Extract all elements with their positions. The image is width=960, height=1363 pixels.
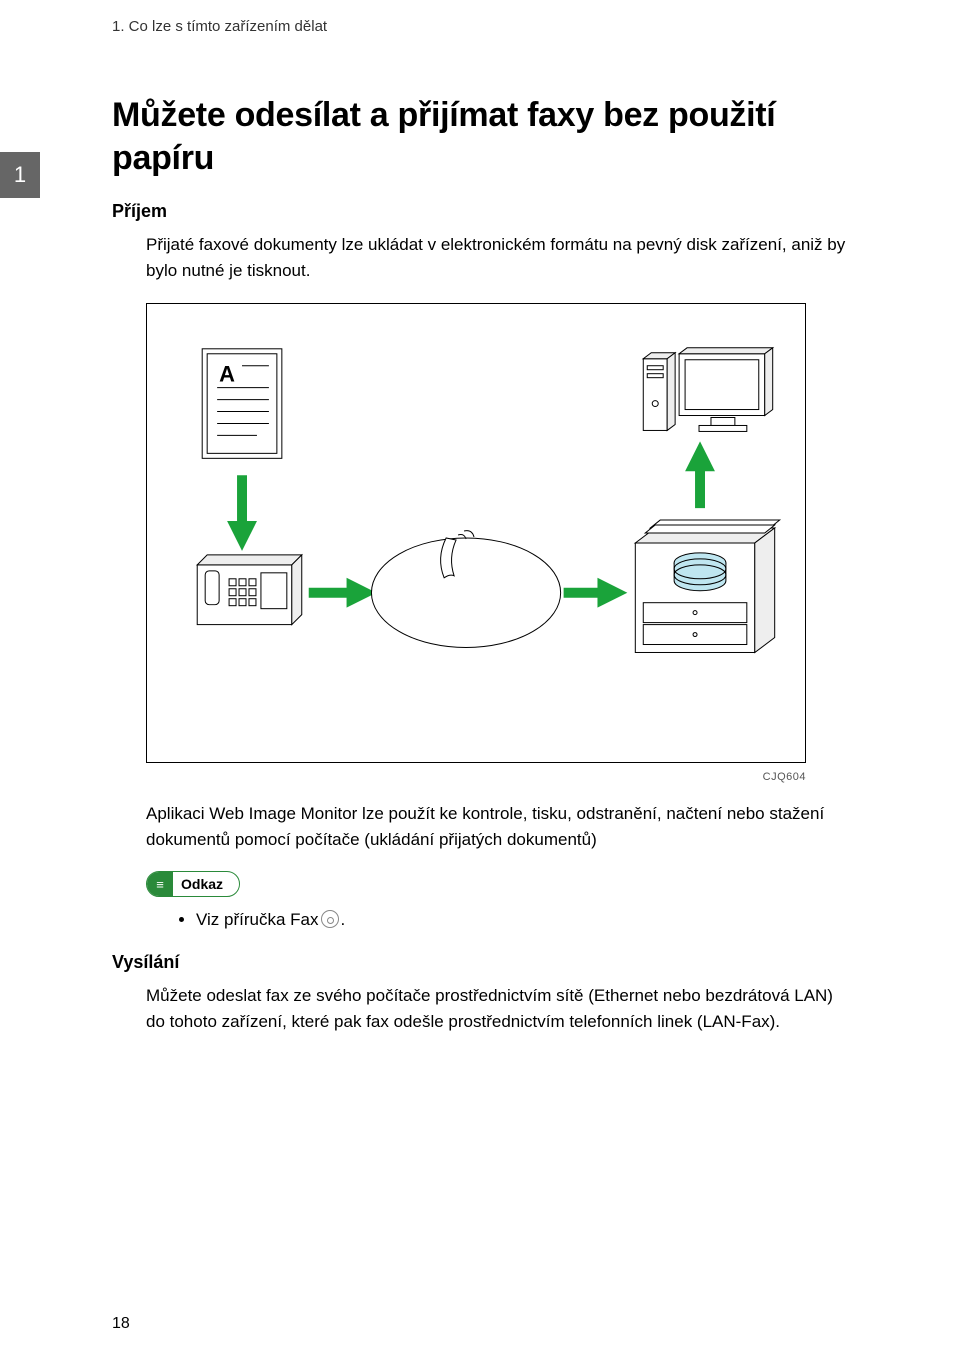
chapter-tab: 1 — [0, 152, 40, 198]
manual-page: 1. Co lze s tímto zařízením dělat 1 Může… — [0, 0, 960, 1363]
reference-pill-label: Odkaz — [173, 876, 239, 892]
figure-diagram: A — [146, 303, 806, 763]
reference-item: Viz příručka Fax. — [196, 907, 852, 933]
section-send-label: Vysílání — [112, 952, 852, 973]
section-receive-label: Příjem — [112, 201, 852, 222]
reference-item-prefix: Viz příručka Fax — [196, 910, 319, 929]
cd-icon — [321, 910, 339, 928]
after-figure-paragraph: Aplikaci Web Image Monitor lze použít ke… — [146, 801, 852, 854]
copier-icon — [635, 520, 779, 652]
page-content: Můžete odesílat a přijímat faxy bez použ… — [112, 94, 852, 1053]
receive-paragraph: Přijaté faxové dokumenty lze ukládat v e… — [146, 232, 852, 285]
fax-icon — [197, 555, 302, 625]
network-ellipse-icon — [371, 538, 560, 648]
send-paragraph: Můžete odeslat fax ze svého počítače pro… — [146, 983, 852, 1036]
figure-svg: A — [147, 304, 805, 762]
computer-icon — [643, 347, 772, 431]
reference-item-suffix: . — [341, 910, 346, 929]
page-title: Můžete odesílat a přijímat faxy bez použ… — [112, 94, 852, 179]
reference-pill: ≡ Odkaz — [146, 871, 240, 897]
page-number: 18 — [112, 1315, 130, 1333]
figure-code: CJQ604 — [146, 771, 806, 783]
reference-pill-icon: ≡ — [147, 872, 173, 896]
running-head: 1. Co lze s tímto zařízením dělat — [112, 18, 327, 35]
figure-letter-a: A — [219, 361, 235, 386]
reference-list: Viz příručka Fax. — [196, 907, 852, 933]
